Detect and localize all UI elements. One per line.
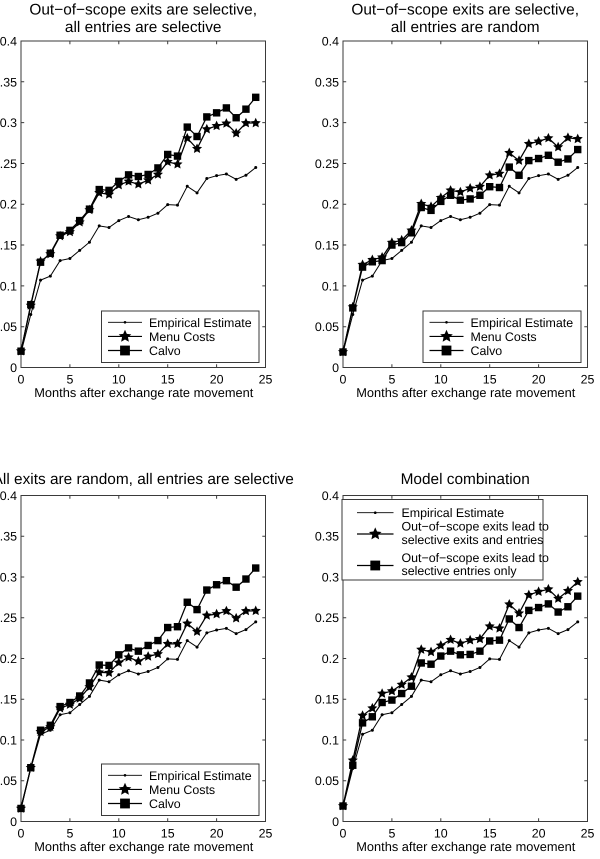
svg-text:0.35: 0.35 (315, 530, 339, 544)
svg-text:0.4: 0.4 (322, 34, 339, 48)
svg-text:All exits are random, all entr: All exits are random, all entries are se… (0, 471, 294, 488)
svg-text:0.25: 0.25 (0, 157, 17, 171)
svg-text:0: 0 (18, 826, 25, 840)
svg-text:5: 5 (388, 826, 395, 840)
svg-text:0.05: 0.05 (0, 320, 17, 334)
svg-text:Out−of−scope exits are selecti: Out−of−scope exits are selective, (351, 2, 579, 19)
svg-text:0.1: 0.1 (0, 279, 17, 293)
svg-text:Menu Costs: Menu Costs (149, 783, 215, 797)
svg-text:25: 25 (259, 826, 273, 840)
svg-text:Model combination: Model combination (401, 471, 530, 488)
svg-text:25: 25 (581, 372, 595, 386)
svg-text:10: 10 (434, 372, 448, 386)
svg-text:25: 25 (581, 826, 595, 840)
svg-text:0.2: 0.2 (322, 198, 339, 212)
svg-text:0: 0 (340, 372, 347, 386)
svg-text:Months after exchange rate mov: Months after exchange rate movement (34, 385, 254, 400)
svg-text:Empirical Estimate: Empirical Estimate (149, 769, 252, 783)
svg-text:Out−of−scope exits are selecti: Out−of−scope exits are selective, (29, 2, 257, 19)
svg-text:0: 0 (10, 815, 17, 829)
svg-text:15: 15 (161, 826, 175, 840)
svg-text:0: 0 (332, 361, 339, 375)
svg-text:0.25: 0.25 (315, 157, 339, 171)
svg-text:0.35: 0.35 (0, 75, 17, 89)
svg-text:Calvo: Calvo (149, 344, 181, 358)
svg-text:0: 0 (18, 372, 25, 386)
svg-text:5: 5 (388, 372, 395, 386)
svg-text:10: 10 (434, 826, 448, 840)
svg-text:Out−of−scope exits lead to: Out−of−scope exits lead to (402, 551, 550, 565)
svg-text:5: 5 (66, 372, 73, 386)
svg-text:20: 20 (532, 826, 546, 840)
svg-text:Calvo: Calvo (471, 344, 503, 358)
svg-text:0: 0 (10, 361, 17, 375)
svg-text:0.25: 0.25 (315, 611, 339, 625)
svg-text:all entries are selective: all entries are selective (65, 19, 222, 36)
svg-text:15: 15 (483, 826, 497, 840)
svg-text:0.1: 0.1 (0, 733, 17, 747)
svg-text:15: 15 (483, 372, 497, 386)
svg-text:0.05: 0.05 (315, 320, 339, 334)
svg-text:0.35: 0.35 (315, 75, 339, 89)
svg-text:0.2: 0.2 (322, 652, 339, 666)
svg-text:0.35: 0.35 (0, 530, 17, 544)
svg-text:0.25: 0.25 (0, 611, 17, 625)
svg-text:selective exits and entries: selective exits and entries (402, 533, 544, 547)
svg-text:0.3: 0.3 (0, 570, 17, 584)
svg-text:10: 10 (112, 372, 126, 386)
svg-text:0.2: 0.2 (0, 198, 17, 212)
svg-text:0.4: 0.4 (0, 34, 17, 48)
svg-text:15: 15 (161, 372, 175, 386)
svg-text:Empirical Estimate: Empirical Estimate (402, 506, 505, 520)
svg-text:Empirical Estimate: Empirical Estimate (149, 316, 252, 330)
svg-text:0.05: 0.05 (315, 774, 339, 788)
svg-text:0.15: 0.15 (315, 693, 339, 707)
svg-text:0.15: 0.15 (315, 239, 339, 253)
svg-text:0.2: 0.2 (0, 652, 17, 666)
svg-text:0.4: 0.4 (0, 489, 17, 503)
svg-text:0.15: 0.15 (0, 693, 17, 707)
svg-text:0: 0 (332, 815, 339, 829)
svg-text:0.1: 0.1 (322, 733, 339, 747)
svg-text:20: 20 (210, 372, 224, 386)
svg-text:0.4: 0.4 (322, 489, 339, 503)
svg-text:Empirical Estimate: Empirical Estimate (471, 316, 574, 330)
svg-text:0.3: 0.3 (322, 116, 339, 130)
svg-text:0.05: 0.05 (0, 774, 17, 788)
svg-text:20: 20 (532, 372, 546, 386)
svg-text:10: 10 (112, 826, 126, 840)
svg-text:all entries are random: all entries are random (391, 19, 540, 36)
svg-text:0: 0 (340, 826, 347, 840)
svg-text:0.3: 0.3 (0, 116, 17, 130)
svg-text:Months after exchange rate mov: Months after exchange rate movement (34, 839, 254, 854)
svg-text:0.3: 0.3 (322, 570, 339, 584)
svg-text:Months after exchange rate mov: Months after exchange rate movement (356, 839, 576, 854)
svg-text:25: 25 (259, 372, 273, 386)
svg-text:Months after exchange rate mov: Months after exchange rate movement (356, 385, 576, 400)
svg-text:Menu Costs: Menu Costs (471, 330, 537, 344)
svg-text:Out−of−scope exits lead to: Out−of−scope exits lead to (402, 520, 550, 534)
svg-text:selective entries only: selective entries only (402, 564, 518, 578)
svg-text:5: 5 (66, 826, 73, 840)
svg-text:0.15: 0.15 (0, 239, 17, 253)
svg-text:0.1: 0.1 (322, 279, 339, 293)
svg-text:20: 20 (210, 826, 224, 840)
svg-text:Calvo: Calvo (149, 797, 181, 811)
svg-text:Menu Costs: Menu Costs (149, 330, 215, 344)
